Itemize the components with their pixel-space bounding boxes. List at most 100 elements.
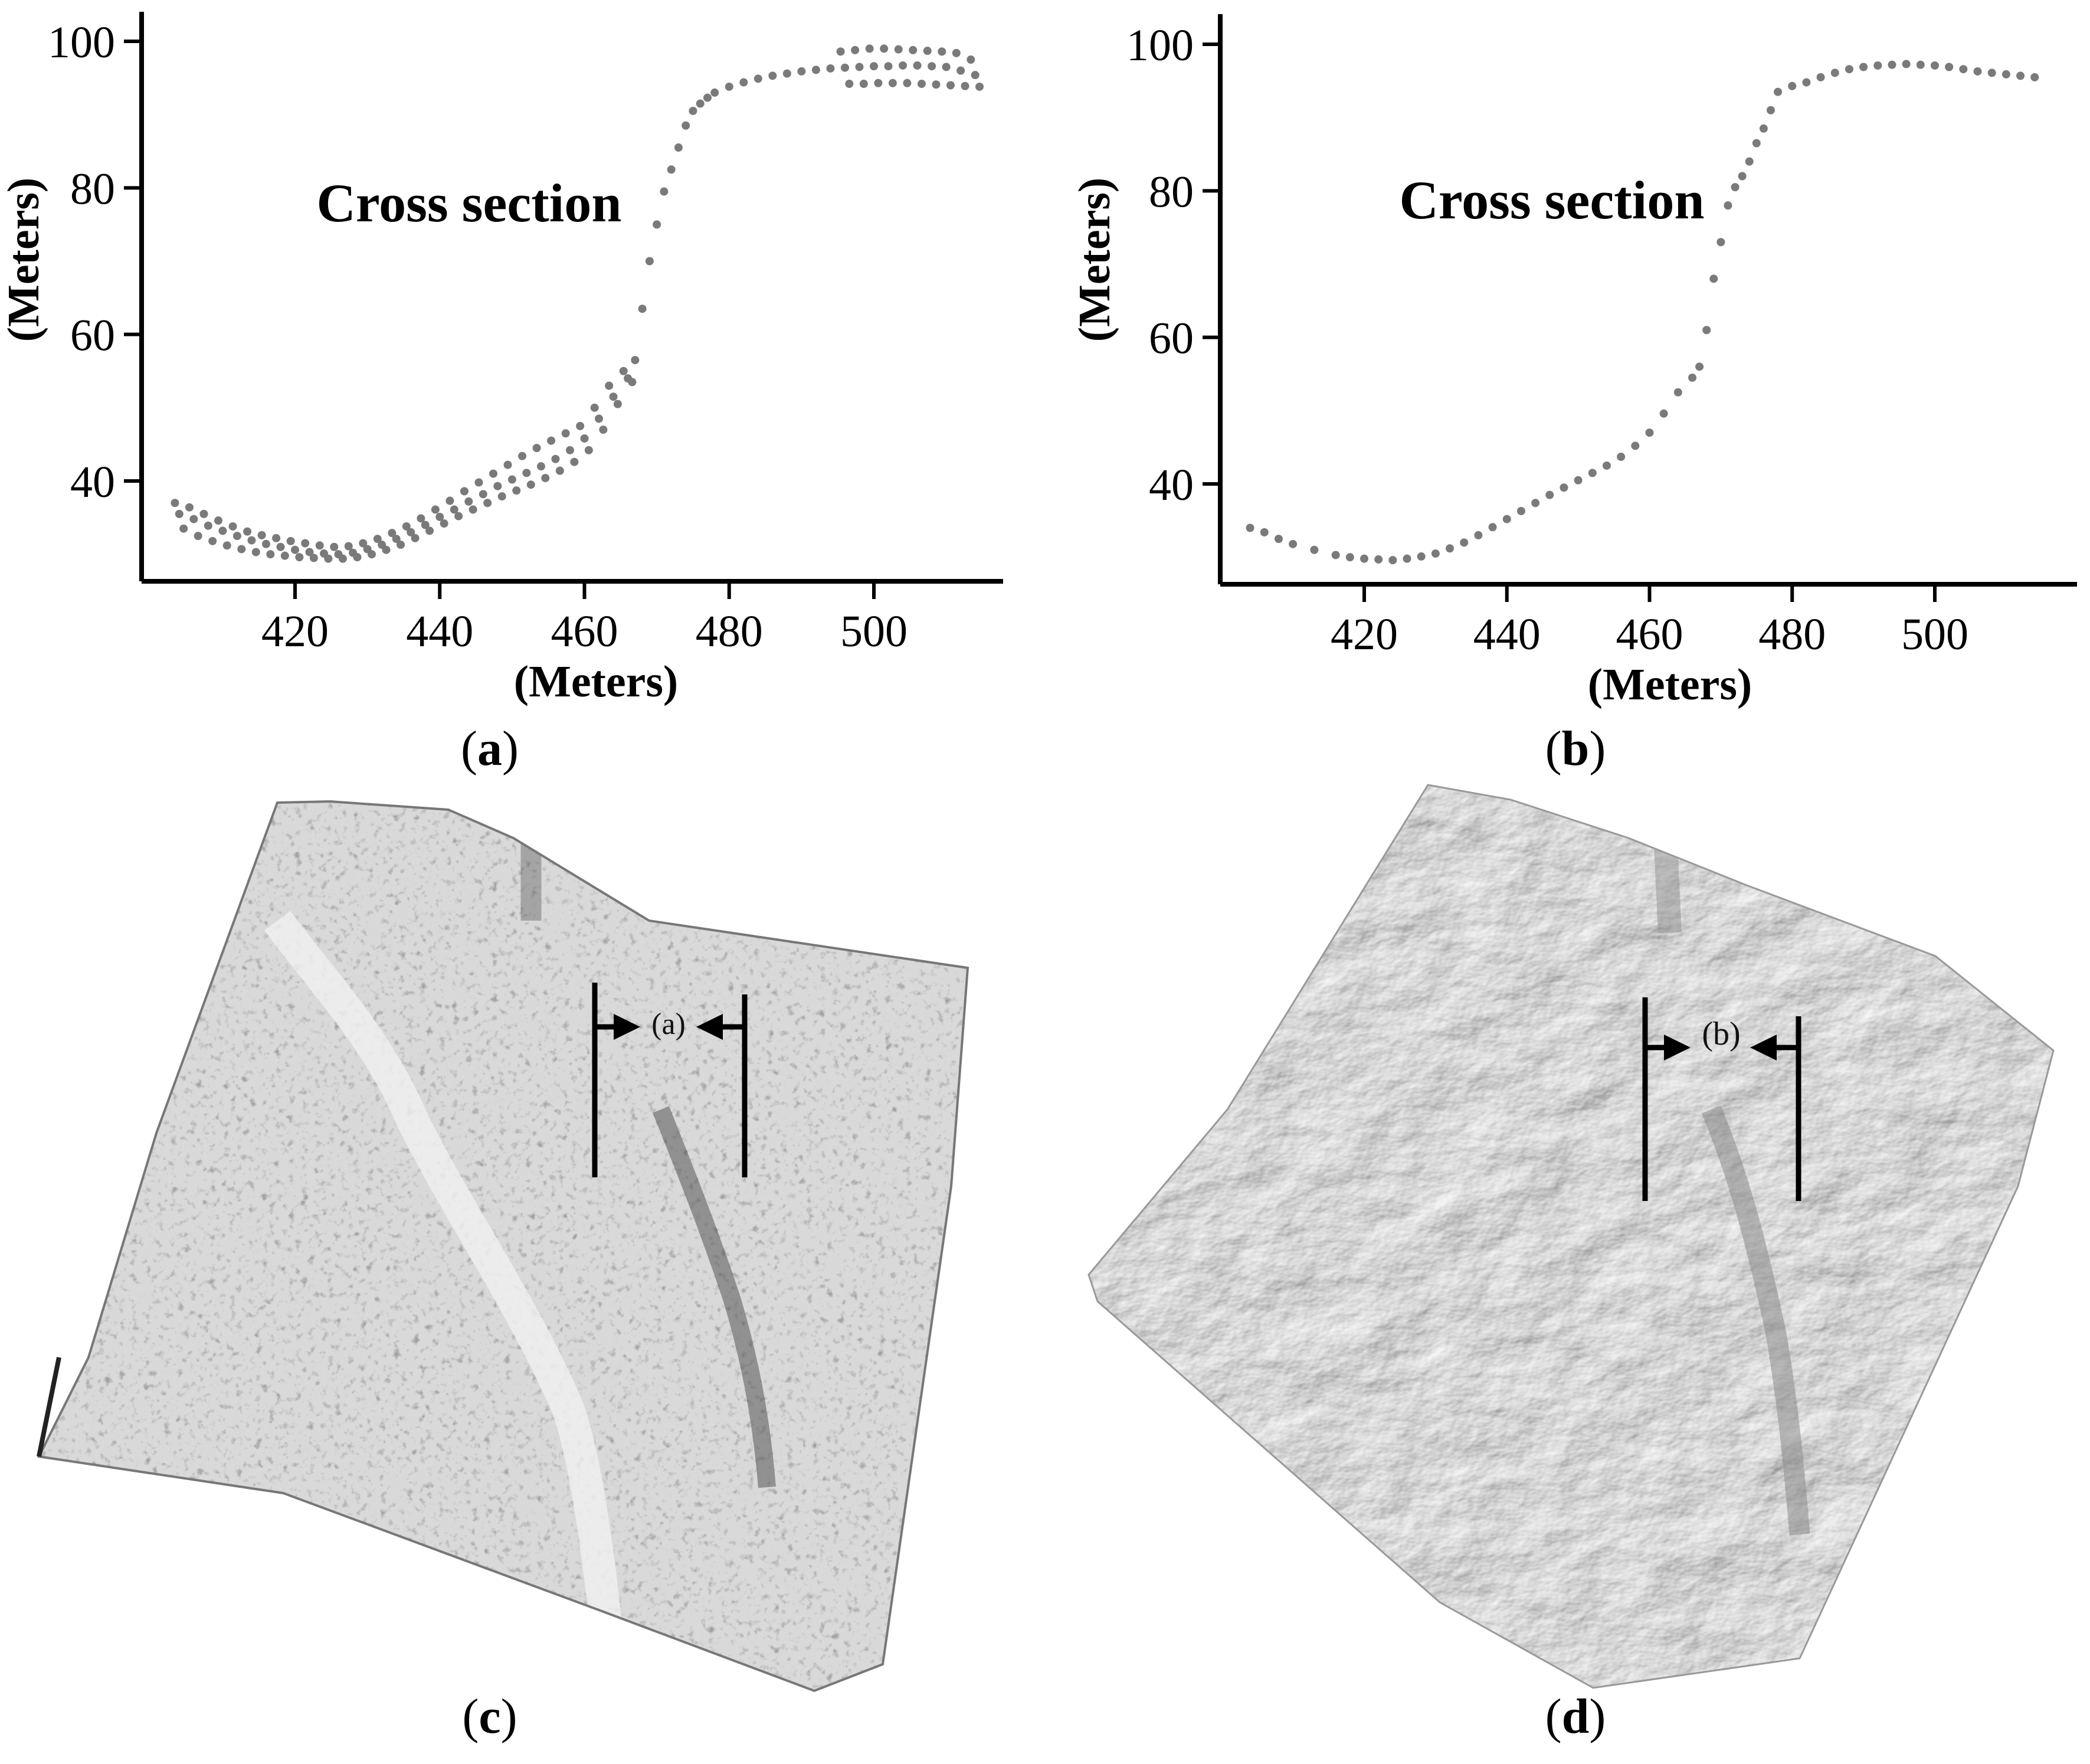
- data-point-upper: [851, 45, 860, 54]
- data-point-lower: [382, 545, 391, 554]
- data-point-lower: [309, 554, 318, 562]
- caption-b-open: (: [1545, 721, 1562, 776]
- data-point: [1403, 554, 1411, 563]
- data-point-lower: [628, 378, 637, 387]
- charts-layer: 420 440 460 480 500 40 60 80 100 (Meters) (Meters)…: [0, 12, 2077, 709]
- caption-a-open: (: [461, 721, 477, 776]
- caption-d-letter: d: [1561, 1689, 1590, 1744]
- data-point: [1560, 483, 1568, 492]
- caption-b-close: ): [1589, 721, 1606, 776]
- chart-b: 420 440 460 480 500 40 60 80 100 (Meters) (Meters)…: [1070, 14, 2077, 709]
- data-point: [189, 515, 198, 523]
- data-point-lower: [208, 536, 217, 545]
- caption-b-letter: b: [1561, 721, 1590, 776]
- data-point: [232, 532, 241, 541]
- data-point-lower: [367, 550, 376, 559]
- data-point: [479, 490, 487, 499]
- data-point: [1916, 60, 1925, 69]
- data-point: [1931, 61, 1939, 70]
- x-tick-label: 480: [1758, 610, 1826, 659]
- data-point: [1631, 441, 1640, 450]
- data-point-lower: [251, 548, 260, 557]
- data-point: [1488, 523, 1497, 532]
- data-point-lower: [222, 541, 231, 550]
- data-point: [1774, 87, 1783, 96]
- cross-section-annotation: Cross section: [1399, 170, 1704, 230]
- data-point: [247, 536, 256, 545]
- data-point-lower: [961, 81, 969, 90]
- data-point-upper: [474, 478, 483, 487]
- data-point: [1260, 528, 1269, 536]
- data-point: [493, 482, 502, 490]
- data-point: [1602, 461, 1611, 470]
- data-point-lower: [411, 534, 420, 542]
- caption-b: (b): [1487, 720, 1664, 777]
- data-point: [928, 62, 936, 71]
- data-point: [1331, 551, 1340, 559]
- data-point-lower: [425, 526, 434, 535]
- data-point: [1531, 499, 1540, 508]
- cross-section-annotation: Cross section: [316, 173, 621, 233]
- caption-c: (c): [401, 1688, 578, 1745]
- data-point-lower: [353, 553, 362, 562]
- data-point-lower: [497, 492, 506, 501]
- data-point: [645, 257, 654, 266]
- data-point-upper: [518, 451, 527, 460]
- data-point: [674, 143, 683, 152]
- data-point: [1274, 535, 1283, 544]
- data-point: [1431, 549, 1440, 558]
- caption-a-close: ): [502, 721, 519, 776]
- data-point: [797, 67, 806, 76]
- data-point: [754, 74, 762, 83]
- data-point: [1738, 172, 1747, 181]
- data-point: [1873, 61, 1882, 70]
- data-point: [2001, 70, 2010, 78]
- data-point: [667, 165, 676, 174]
- data-point: [1859, 63, 1868, 71]
- data-point-upper: [894, 45, 903, 54]
- data-point: [1502, 515, 1511, 523]
- data-point-lower: [483, 499, 492, 508]
- chart-a: 420 440 460 480 500 40 60 80 100 (Meters) (Meters)…: [0, 12, 1003, 706]
- data-point-upper: [952, 48, 961, 57]
- data-point-upper: [460, 487, 469, 496]
- y-tick-label: 80: [70, 164, 115, 214]
- data-point: [1310, 545, 1319, 554]
- data-point-upper: [619, 366, 628, 375]
- data-point-upper: [388, 529, 397, 538]
- data-point: [392, 535, 401, 544]
- data-point: [855, 63, 864, 71]
- data-point: [1360, 554, 1368, 563]
- data-point: [1673, 388, 1682, 397]
- x-tick-label: 440: [1473, 610, 1541, 659]
- data-point: [522, 469, 531, 477]
- data-point: [1659, 409, 1668, 418]
- data-point: [1246, 523, 1254, 532]
- y-axis-label: (Meters): [0, 178, 48, 342]
- caption-c-open: (: [462, 1689, 479, 1744]
- x-axis-label: (Meters): [514, 657, 678, 706]
- data-point: [1617, 453, 1626, 462]
- data-point: [899, 61, 908, 70]
- data-point: [689, 106, 697, 115]
- data-point-upper: [228, 522, 237, 531]
- data-point-upper: [214, 516, 223, 525]
- y-tick-label: 40: [70, 457, 115, 507]
- data-point: [710, 88, 719, 97]
- data-point: [1588, 469, 1597, 477]
- data-point-upper: [185, 503, 194, 512]
- data-point: [1959, 65, 1968, 74]
- x-tick-label: 460: [1616, 610, 1683, 659]
- data-point-upper: [431, 505, 440, 514]
- caption-d-close: ): [1589, 1689, 1606, 1744]
- data-point-lower: [946, 81, 955, 90]
- data-point-upper: [402, 522, 411, 531]
- data-point-lower: [541, 474, 550, 483]
- data-point: [565, 446, 574, 454]
- caption-a: (a): [401, 720, 578, 777]
- data-point: [421, 521, 430, 529]
- y-tick-label: 80: [1149, 167, 1194, 217]
- data-point-upper: [344, 542, 353, 551]
- data-point: [305, 548, 314, 557]
- data-points: [1246, 60, 2039, 565]
